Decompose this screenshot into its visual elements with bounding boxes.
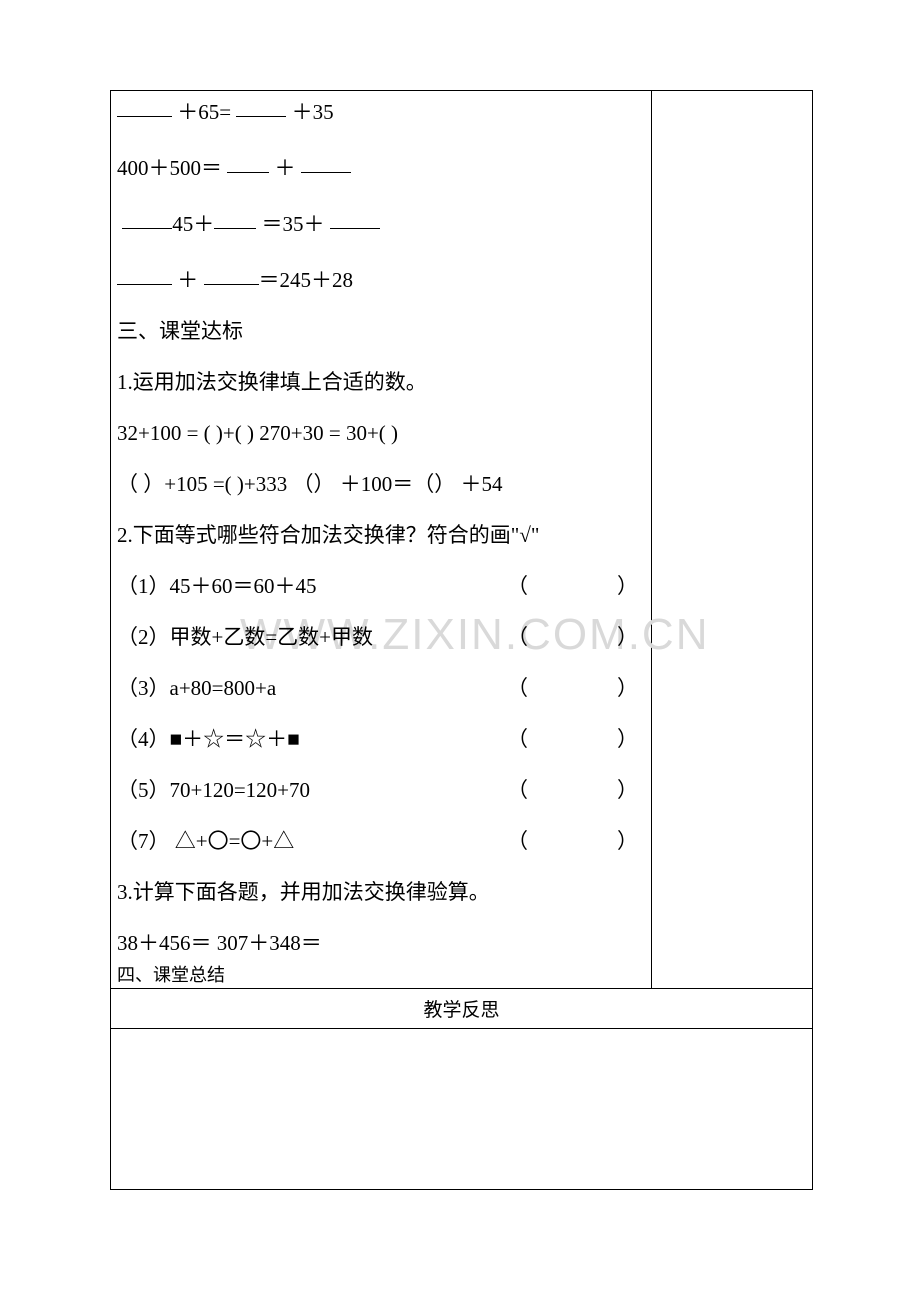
fill-line-1: ＋65= ＋35 bbox=[117, 97, 645, 123]
fill-line-3: 45＋ ＝35＋ bbox=[117, 209, 645, 235]
question-3: 3.计算下面各题，并用加法交换律验算。 bbox=[117, 882, 645, 903]
question-2-2: （2）甲数+乙数=乙数+甲数 （ ） bbox=[117, 627, 645, 648]
blank bbox=[204, 263, 259, 285]
fill-line-4: ＋ ＝245＋28 bbox=[117, 265, 645, 291]
question-1a: 32+100 = ( )+( ) 270+30 = 30+( ) bbox=[117, 423, 645, 444]
question-1: 1.运用加法交换律填上合适的数。 bbox=[117, 372, 645, 393]
blank bbox=[330, 207, 380, 229]
question-2-4: （4）■＋☆＝☆＋■ （ ） bbox=[117, 729, 645, 750]
blank bbox=[301, 151, 351, 173]
section-3-heading: 三、课堂达标 bbox=[117, 321, 645, 342]
blank bbox=[122, 207, 172, 229]
reflection-heading: 教学反思 bbox=[111, 989, 813, 1029]
blank bbox=[227, 151, 269, 173]
fill-line-2: 400＋500＝ ＋ bbox=[117, 153, 645, 179]
blank bbox=[214, 207, 256, 229]
section-4-heading: 四、课堂总结 bbox=[117, 966, 645, 984]
blank bbox=[236, 95, 286, 117]
question-2-3: （3）a+80=800+a （ ） bbox=[117, 678, 645, 699]
blank bbox=[117, 95, 172, 117]
worksheet-table: ＋65= ＋35 400＋500＝ ＋ 45＋ ＝35＋ ＋ ＝245＋28 bbox=[110, 90, 813, 1190]
blank bbox=[117, 263, 172, 285]
question-2-7: （7） △+〇=〇+△ （ ） bbox=[117, 831, 645, 852]
question-2: 2.下面等式哪些符合加法交换律？符合的画"√" bbox=[117, 525, 645, 546]
question-2-5: （5）70+120=120+70 （ ） bbox=[117, 780, 645, 801]
question-1b: （ ）+105 =( )+333 （） ＋100＝（） ＋54 bbox=[117, 474, 645, 495]
question-2-1: （1）45＋60＝60＋45 （ ） bbox=[117, 576, 645, 597]
right-column-empty bbox=[652, 91, 813, 989]
reflection-area bbox=[111, 1029, 813, 1190]
question-3a: 38＋456＝ 307＋348＝ bbox=[117, 933, 645, 954]
